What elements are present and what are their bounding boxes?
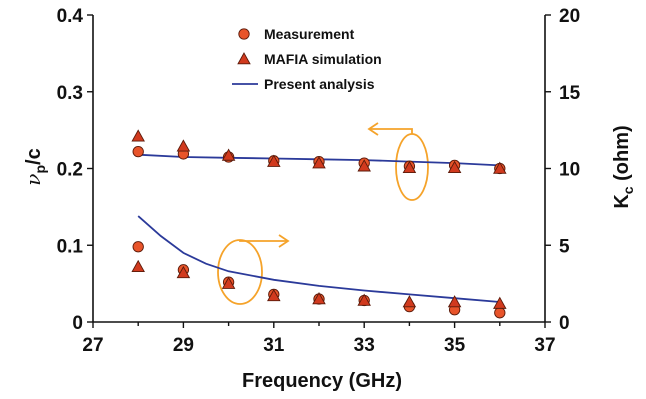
legend: Measurement MAFIA simulation Present analy… xyxy=(232,26,382,92)
mafia-point xyxy=(267,288,281,302)
measurement-point xyxy=(238,28,250,40)
y-right-tick-label: 20 xyxy=(559,6,580,27)
y-left-tick-label: 0.3 xyxy=(57,83,83,104)
mafia-point xyxy=(357,159,371,172)
measurement-point xyxy=(132,145,144,158)
y-right-title-sub: c xyxy=(620,186,636,194)
mafia-point xyxy=(312,156,326,169)
mafia-point xyxy=(447,295,462,308)
legend-entry-label: Present analysis xyxy=(264,76,375,92)
mafia-point xyxy=(267,154,281,167)
y-right-axis-title: Kc (ohm) xyxy=(611,125,636,208)
y-right-title-tail: (ohm) xyxy=(611,125,633,186)
x-tick-label: 29 xyxy=(173,335,194,356)
y-right-tick-label: 15 xyxy=(559,83,581,104)
annotation-arrow-upper xyxy=(370,128,413,134)
annotation-arrowhead-upper xyxy=(367,122,379,136)
mafia-point xyxy=(312,292,326,305)
y-right-tick-label: 0 xyxy=(559,313,570,334)
y-left-title-sub: p xyxy=(32,165,48,174)
y-left-tick-label: 0.1 xyxy=(57,236,84,257)
annotation-arrow-lower xyxy=(239,240,287,242)
mafia-point xyxy=(131,259,145,272)
analysis-line xyxy=(137,215,500,303)
y-right-tick-label: 5 xyxy=(559,236,570,257)
series-layer xyxy=(131,129,507,319)
x-tick-label: 31 xyxy=(263,335,285,356)
annotation-arrowhead-lower xyxy=(278,234,290,248)
y-left-tick-label: 0.2 xyxy=(57,160,83,181)
x-tick-label: 35 xyxy=(444,335,466,356)
measurement-point xyxy=(132,241,144,253)
mafia-point xyxy=(493,161,507,174)
mafia-point xyxy=(221,276,236,289)
series-5 xyxy=(137,215,500,303)
mafia-point xyxy=(447,160,462,173)
x-axis-title: Frequency (GHz) xyxy=(242,370,402,392)
mafia-point xyxy=(402,295,417,308)
legend-entry-label: MAFIA simulation xyxy=(264,51,382,67)
y-right-title-main: K xyxy=(611,194,633,209)
x-tick-label: 33 xyxy=(354,335,375,356)
y-left-tick-label: 0.4 xyxy=(57,6,84,27)
annotation-ellipse-lower xyxy=(217,239,263,305)
mafia-point xyxy=(221,148,236,161)
mafia-point xyxy=(357,293,371,306)
legend-entry-label: Measurement xyxy=(264,26,355,42)
measurement-point xyxy=(494,307,506,319)
mafia-point xyxy=(402,160,417,173)
mafia-point xyxy=(493,296,507,309)
y-left-title-tail: /c xyxy=(23,148,45,165)
mafia-point xyxy=(176,265,191,279)
x-tick-label: 37 xyxy=(534,335,555,356)
mafia-point xyxy=(131,129,145,142)
y-left-tick-label: 0 xyxy=(72,313,83,334)
y-right-tick-label: 10 xyxy=(559,160,580,181)
annotations xyxy=(217,122,429,305)
x-tick-label: 27 xyxy=(82,335,103,356)
y-left-title-main: ν xyxy=(21,174,45,186)
mafia-point xyxy=(176,139,191,152)
mafia-point xyxy=(237,52,251,65)
series-markers-1 xyxy=(131,129,507,174)
series-markers-4 xyxy=(131,259,507,309)
y-left-axis-title: νp/c xyxy=(21,148,48,185)
